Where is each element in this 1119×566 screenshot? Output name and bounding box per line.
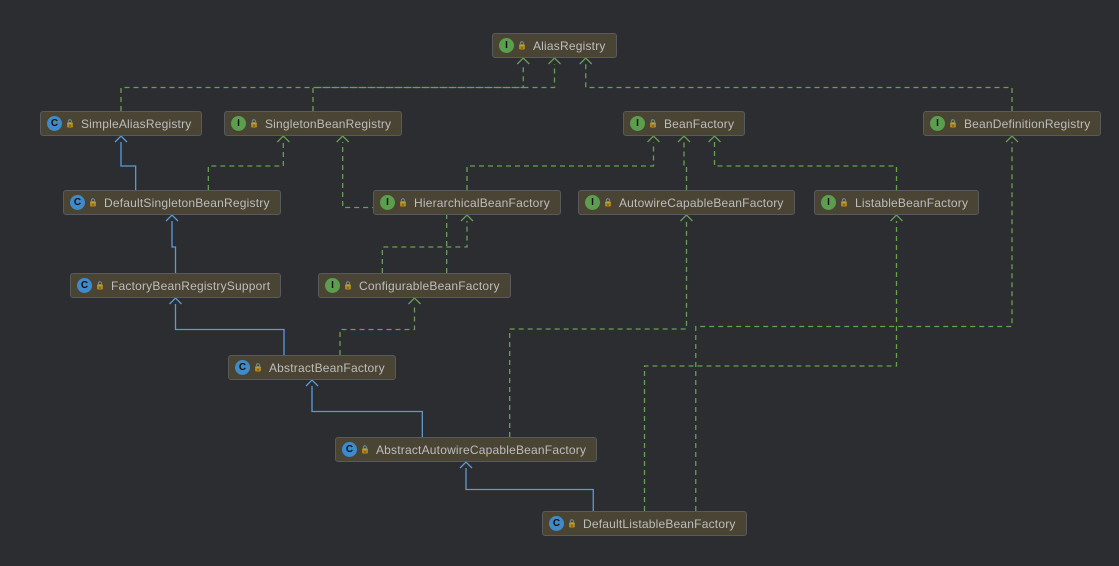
node-DefaultListableBeanFactory: C🔒 DefaultListableBeanFactory bbox=[542, 511, 747, 536]
node-ConfigurableBeanFactory: I🔒 ConfigurableBeanFactory bbox=[318, 273, 511, 298]
node-BeanFactory: I🔒 BeanFactory bbox=[623, 111, 745, 136]
lock-icon: 🔒 bbox=[249, 119, 259, 128]
class-icon: C bbox=[77, 278, 92, 293]
lock-icon: 🔒 bbox=[648, 119, 658, 128]
class-diagram: I🔒AliasRegistryC🔒SimpleAliasRegistryI🔒Si… bbox=[0, 0, 1119, 566]
node-DefaultSingletonBeanRegistry: C🔒 DefaultSingletonBeanRegistry bbox=[63, 190, 281, 215]
lock-icon: 🔒 bbox=[95, 281, 105, 290]
lock-icon: 🔒 bbox=[948, 119, 958, 128]
class-icon: C bbox=[70, 195, 85, 210]
node-label: DefaultSingletonBeanRegistry bbox=[104, 196, 270, 210]
node-label: AbstractBeanFactory bbox=[269, 361, 385, 375]
interface-icon: I bbox=[325, 278, 340, 293]
node-label: SingletonBeanRegistry bbox=[265, 117, 391, 131]
lock-icon: 🔒 bbox=[398, 198, 408, 207]
node-label: ListableBeanFactory bbox=[855, 196, 968, 210]
abstract-icon: C bbox=[235, 360, 250, 375]
node-label: ConfigurableBeanFactory bbox=[359, 279, 500, 293]
class-icon: C bbox=[549, 516, 564, 531]
node-label: BeanFactory bbox=[664, 117, 734, 131]
interface-icon: I bbox=[585, 195, 600, 210]
abstract-icon: C bbox=[342, 442, 357, 457]
node-BeanDefinitionRegistry: I🔒 BeanDefinitionRegistry bbox=[923, 111, 1101, 136]
node-AutowireCapableBeanFactory: I🔒 AutowireCapableBeanFactory bbox=[578, 190, 795, 215]
node-SimpleAliasRegistry: C🔒 SimpleAliasRegistry bbox=[40, 111, 202, 136]
lock-icon: 🔒 bbox=[65, 119, 75, 128]
lock-icon: 🔒 bbox=[343, 281, 353, 290]
lock-icon: 🔒 bbox=[839, 198, 849, 207]
node-FactoryBeanRegistrySupport: C🔒 FactoryBeanRegistrySupport bbox=[70, 273, 281, 298]
node-label: HierarchicalBeanFactory bbox=[414, 196, 550, 210]
node-label: DefaultListableBeanFactory bbox=[583, 517, 736, 531]
node-AliasRegistry: I🔒 AliasRegistry bbox=[492, 33, 617, 58]
node-label: AliasRegistry bbox=[533, 39, 606, 53]
lock-icon: 🔒 bbox=[567, 519, 577, 528]
class-icon: C bbox=[47, 116, 62, 131]
interface-icon: I bbox=[630, 116, 645, 131]
node-AbstractBeanFactory: C🔒 AbstractBeanFactory bbox=[228, 355, 396, 380]
interface-icon: I bbox=[821, 195, 836, 210]
node-label: BeanDefinitionRegistry bbox=[964, 117, 1090, 131]
interface-icon: I bbox=[231, 116, 246, 131]
node-label: AutowireCapableBeanFactory bbox=[619, 196, 784, 210]
node-label: SimpleAliasRegistry bbox=[81, 117, 192, 131]
node-AbstractAutowireCapableBeanFactory: C🔒 AbstractAutowireCapableBeanFactory bbox=[335, 437, 597, 462]
node-label: FactoryBeanRegistrySupport bbox=[111, 279, 270, 293]
lock-icon: 🔒 bbox=[360, 445, 370, 454]
lock-icon: 🔒 bbox=[88, 198, 98, 207]
interface-icon: I bbox=[380, 195, 395, 210]
node-label: AbstractAutowireCapableBeanFactory bbox=[376, 443, 586, 457]
node-SingletonBeanRegistry: I🔒 SingletonBeanRegistry bbox=[224, 111, 402, 136]
node-HierarchicalBeanFactory: I🔒 HierarchicalBeanFactory bbox=[373, 190, 561, 215]
lock-icon: 🔒 bbox=[253, 363, 263, 372]
lock-icon: 🔒 bbox=[603, 198, 613, 207]
interface-icon: I bbox=[499, 38, 514, 53]
lock-icon: 🔒 bbox=[517, 41, 527, 50]
node-ListableBeanFactory: I🔒 ListableBeanFactory bbox=[814, 190, 979, 215]
interface-icon: I bbox=[930, 116, 945, 131]
